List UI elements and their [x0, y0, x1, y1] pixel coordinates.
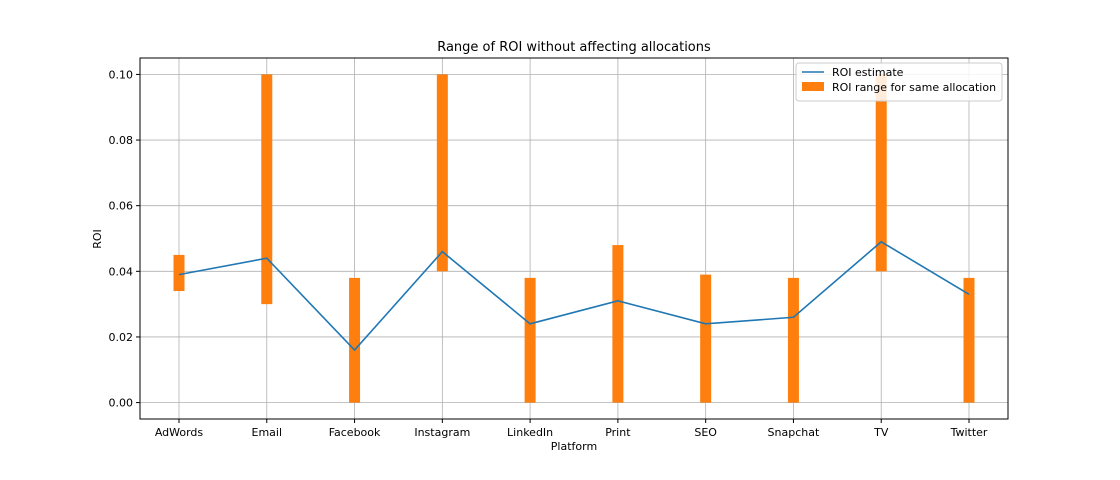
range-bar-instagram	[436, 74, 448, 272]
x-tick-label: LinkedIn	[507, 426, 553, 439]
range-bar-snapchat	[787, 277, 799, 403]
x-tick-label: Print	[605, 426, 631, 439]
y-tick-label: 0.10	[109, 68, 134, 81]
y-tick-label: 0.00	[109, 397, 134, 410]
legend-bar-swatch	[802, 82, 824, 91]
x-tick-label: TV	[873, 426, 889, 439]
x-tick-label: Email	[252, 426, 283, 439]
y-tick-label: 0.08	[109, 134, 134, 147]
range-bar-print	[612, 245, 624, 403]
x-tick-label: Snapchat	[768, 426, 820, 439]
grid	[140, 58, 1008, 419]
range-bar-seo	[700, 274, 712, 403]
chart-title: Range of ROI without affecting allocatio…	[437, 40, 711, 55]
range-bar-email	[261, 74, 273, 305]
range-bar-linkedin	[524, 277, 536, 403]
y-axis: 0.00 0.02 0.04 0.06 0.08 0.10	[109, 68, 140, 410]
plot-frame	[139, 57, 1009, 420]
x-tick-label: Twitter	[950, 426, 988, 439]
x-tick-label: AdWords	[155, 426, 204, 439]
legend-label-roi-range: ROI range for same allocation	[832, 81, 996, 94]
legend-label-roi-estimate: ROI estimate	[832, 66, 904, 79]
y-axis-title: ROI	[91, 229, 104, 249]
legend: ROI estimate ROI range for same allocati…	[795, 62, 1003, 102]
range-bar-facebook	[349, 277, 361, 403]
x-tick-label: SEO	[694, 426, 717, 439]
roi-estimate-line	[178, 240, 970, 352]
range-bar-tv	[875, 74, 887, 272]
x-axis-title: Platform	[551, 440, 597, 453]
legend-box	[795, 62, 1003, 102]
range-bar-twitter	[963, 277, 975, 403]
range-bar-adwords	[173, 254, 185, 292]
y-tick-label: 0.06	[109, 200, 134, 213]
x-tick-label: Facebook	[329, 426, 381, 439]
range-bars	[173, 74, 975, 403]
y-tick-label: 0.04	[109, 265, 134, 278]
x-tick-label: Instagram	[414, 426, 470, 439]
y-tick-label: 0.02	[109, 331, 134, 344]
x-axis: AdWords Email Facebook Instagram LinkedIn Pri…	[155, 419, 988, 439]
roi-line	[178, 240, 970, 352]
